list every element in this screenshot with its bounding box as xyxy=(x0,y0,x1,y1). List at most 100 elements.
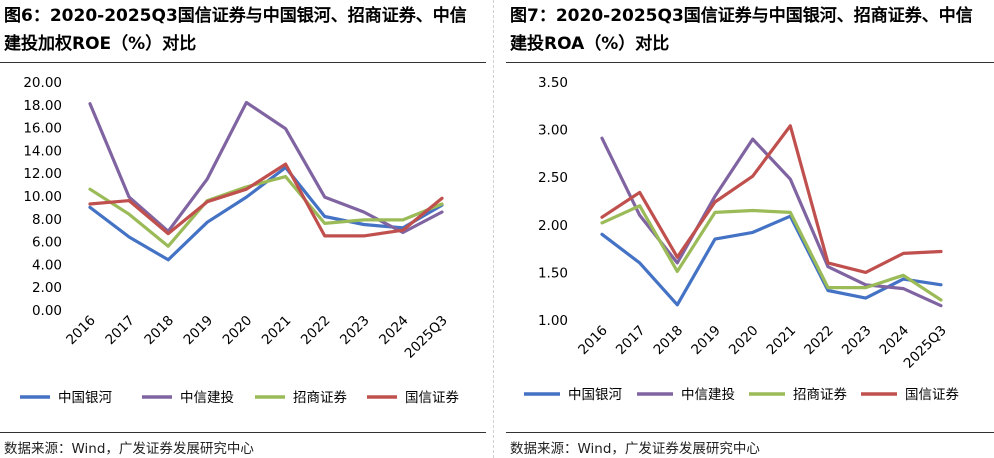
data-point xyxy=(902,274,905,277)
data-point xyxy=(864,271,867,274)
legend-label: 中信建投 xyxy=(180,390,234,406)
x-tick-label: 2018 xyxy=(651,323,687,359)
legend-label: 国信证券 xyxy=(905,387,959,403)
data-point xyxy=(600,215,604,219)
x-tick-label: 2020 xyxy=(726,323,762,359)
y-tick-label: 2.50 xyxy=(538,170,568,186)
y-tick-label: 0.00 xyxy=(32,303,62,319)
data-point xyxy=(902,252,905,255)
data-point xyxy=(600,233,604,236)
legend-label: 国信证券 xyxy=(405,390,459,406)
x-tick-label: 2021 xyxy=(764,323,800,359)
roa-chart-panel: 图7：2020-2025Q3国信证券与中国银河、招商证券、中信建投ROA（%）对… xyxy=(506,0,994,458)
series-line xyxy=(600,204,943,302)
roe-line-chart: 0.00 2.00 4.00 6.00 8.00 10.00 12.00 14.00 16.00… xyxy=(20,75,459,406)
data-point xyxy=(826,261,830,265)
data-point xyxy=(751,175,754,178)
legend-label: 中国银河 xyxy=(58,390,112,406)
y-tick-label: 4.00 xyxy=(32,257,62,273)
data-point xyxy=(323,222,326,225)
data-point xyxy=(245,187,248,191)
data-point xyxy=(206,200,209,203)
data-point xyxy=(362,234,365,238)
x-tick-label: 2020 xyxy=(220,313,256,349)
data-point xyxy=(440,210,444,214)
data-point xyxy=(206,221,209,224)
data-point xyxy=(401,229,405,232)
data-point xyxy=(245,195,248,199)
data-point xyxy=(713,211,717,214)
data-point xyxy=(127,199,131,202)
y-tick-label: 2.00 xyxy=(32,280,62,296)
x-tick-label: 2017 xyxy=(102,313,138,349)
series-line xyxy=(88,100,444,235)
chart-source: 数据来源：Wind，广发证券发展研究中心 xyxy=(4,441,254,457)
data-point xyxy=(751,137,754,141)
data-point xyxy=(751,209,754,212)
x-tick-label: 2024 xyxy=(877,323,913,359)
data-point xyxy=(638,261,641,265)
data-point xyxy=(600,136,604,140)
data-point xyxy=(789,124,792,127)
x-tick-label: 2016 xyxy=(63,313,99,349)
data-point xyxy=(713,200,717,204)
data-point xyxy=(638,214,641,217)
data-point xyxy=(440,202,444,206)
series-line xyxy=(88,162,444,238)
data-point xyxy=(676,270,679,273)
data-point xyxy=(864,283,867,286)
x-tick-label: 2017 xyxy=(613,323,649,359)
y-tick-label: 8.00 xyxy=(32,212,62,228)
data-point xyxy=(245,101,248,104)
data-point xyxy=(789,211,792,214)
data-point xyxy=(864,296,867,300)
source-rule xyxy=(0,432,486,433)
data-point xyxy=(127,213,131,216)
y-tick-label: 20.00 xyxy=(23,75,62,91)
data-point xyxy=(638,191,641,194)
data-point xyxy=(88,206,92,209)
data-point xyxy=(206,177,209,181)
legend-label: 招商证券 xyxy=(293,390,347,406)
y-tick-label: 2.00 xyxy=(538,218,568,234)
legend-label: 招商证券 xyxy=(793,387,847,403)
data-point xyxy=(902,277,905,281)
y-tick-label: 12.00 xyxy=(23,166,62,182)
title-rule xyxy=(0,62,486,63)
data-point xyxy=(939,304,943,307)
x-tick-label: 2023 xyxy=(839,323,875,359)
data-point xyxy=(167,244,170,248)
y-tick-label: 14.00 xyxy=(23,143,62,159)
x-tick-label: 2019 xyxy=(688,323,724,359)
x-tick-label: 2022 xyxy=(801,323,837,359)
chart-source: 数据来源：Wind，广发证券发展研究中心 xyxy=(510,441,760,457)
data-point xyxy=(864,286,867,289)
data-point xyxy=(127,195,131,199)
data-point xyxy=(88,102,92,105)
legend-label: 中信建投 xyxy=(681,387,735,403)
data-point xyxy=(789,177,792,181)
data-point xyxy=(939,298,943,302)
data-point xyxy=(939,283,943,286)
data-point xyxy=(323,195,326,199)
data-point xyxy=(88,187,92,191)
data-point xyxy=(362,210,365,214)
data-point xyxy=(284,162,287,166)
y-tick-label: 3.50 xyxy=(538,75,568,91)
y-tick-label: 1.00 xyxy=(538,313,568,329)
data-point xyxy=(751,231,754,234)
data-point xyxy=(939,250,943,253)
data-point xyxy=(676,261,679,265)
data-point xyxy=(401,218,405,222)
y-tick-label: 3.00 xyxy=(538,123,568,139)
data-point xyxy=(167,232,170,235)
data-point xyxy=(127,235,131,239)
roa-line-chart: 1.00 1.50 2.00 2.50 3.00 3.50 2016 2017 2018 2019… xyxy=(524,75,959,403)
title-rule xyxy=(506,62,994,63)
series-line xyxy=(600,124,943,274)
data-point xyxy=(284,127,287,130)
data-point xyxy=(440,197,444,200)
data-point xyxy=(713,195,717,198)
data-point xyxy=(826,289,830,292)
chart-title: 图6：2020-2025Q3国信证券与中国银河、招商证券、中信建投加权ROE（%… xyxy=(4,6,467,54)
